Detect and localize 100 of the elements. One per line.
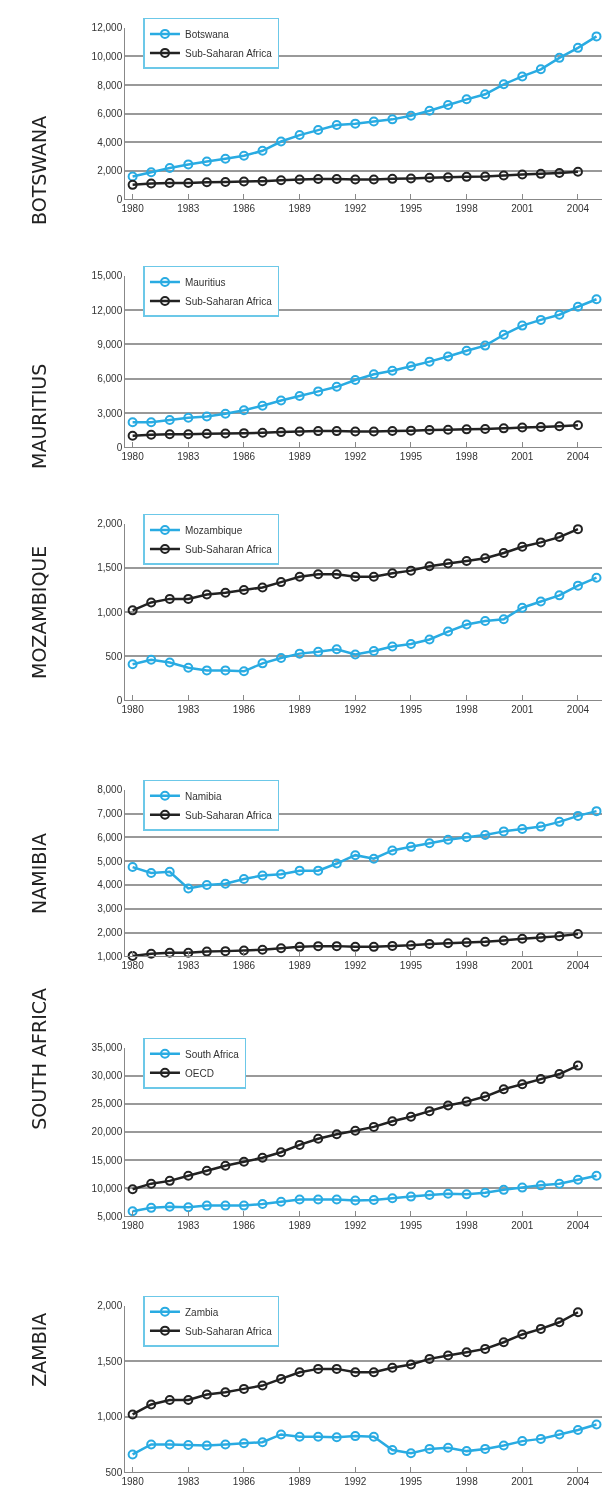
x-tick-label: 2004 <box>566 1476 590 1488</box>
point <box>535 1074 546 1085</box>
point <box>127 950 138 961</box>
point <box>164 1395 175 1405</box>
point <box>220 665 231 676</box>
point <box>146 417 157 428</box>
point <box>331 426 342 437</box>
point <box>146 948 157 959</box>
point <box>238 873 249 884</box>
point <box>572 420 583 431</box>
point <box>387 173 398 184</box>
point <box>591 572 602 583</box>
point <box>164 429 175 440</box>
x-tick-label: 1989 <box>288 203 312 215</box>
legend-label: Sub-Saharan Africa <box>184 47 273 59</box>
point <box>443 1442 454 1453</box>
point <box>257 1380 268 1391</box>
point <box>443 1188 454 1199</box>
x-tick-label: 2001 <box>511 960 534 972</box>
point <box>183 159 194 170</box>
point <box>517 602 528 613</box>
point <box>517 823 528 834</box>
point <box>387 845 398 856</box>
y-tick-label: 15,000 <box>91 270 123 282</box>
y-tick-label: 35,000 <box>91 1042 123 1054</box>
point <box>572 524 583 535</box>
point <box>257 427 268 438</box>
point <box>443 351 454 362</box>
point <box>276 1373 287 1384</box>
point <box>368 1121 379 1132</box>
point <box>387 1193 398 1204</box>
point <box>313 941 324 952</box>
x-tick-label: 1986 <box>232 203 256 215</box>
point <box>313 1133 324 1144</box>
point <box>313 426 324 437</box>
point <box>368 116 379 127</box>
point <box>387 1116 398 1127</box>
point <box>461 937 472 948</box>
point <box>368 645 379 656</box>
point <box>201 946 212 957</box>
y-tick-label: 500 <box>105 650 123 662</box>
point <box>554 532 565 543</box>
point <box>572 301 583 312</box>
point <box>276 577 287 588</box>
x-tick-label: 2004 <box>566 704 590 716</box>
point <box>201 428 212 439</box>
point <box>572 810 583 821</box>
point <box>164 177 175 188</box>
x-tick-label: 1986 <box>232 704 256 716</box>
y-tick-label: 2,000 <box>97 165 123 177</box>
x-tick-label: 1998 <box>455 960 479 972</box>
point <box>276 427 287 438</box>
point <box>387 940 398 951</box>
y-tick-label: 5,000 <box>97 1210 123 1222</box>
point <box>294 1367 305 1378</box>
y-tick-label: 7,000 <box>97 808 123 820</box>
point <box>164 1201 175 1212</box>
x-tick-label: 1989 <box>288 1476 312 1488</box>
point <box>405 638 416 649</box>
point <box>276 1429 287 1440</box>
point <box>405 173 416 184</box>
y-tick-label: 5,000 <box>97 855 123 867</box>
y-tick-label: 0 <box>116 193 123 205</box>
y-axis-title: BOTSWANA <box>27 115 50 225</box>
y-tick-label: 8,000 <box>97 784 123 796</box>
x-tick-label: 2001 <box>511 704 534 716</box>
point <box>591 1419 602 1430</box>
point <box>164 414 175 425</box>
y-axis-title: SOUTH AFRICA <box>27 987 50 1130</box>
point <box>535 1323 546 1334</box>
point <box>294 865 305 876</box>
point <box>127 179 138 190</box>
point <box>368 369 379 380</box>
y-tick-label: 8,000 <box>97 79 123 91</box>
point <box>146 654 157 665</box>
point <box>201 879 212 890</box>
x-tick-label: 1983 <box>177 203 200 215</box>
point <box>405 361 416 372</box>
point <box>461 345 472 356</box>
point <box>443 1100 454 1111</box>
point <box>238 1156 249 1167</box>
point <box>424 561 435 572</box>
point <box>405 841 416 852</box>
point <box>480 829 491 840</box>
point <box>313 125 324 136</box>
x-tick-label: 1995 <box>399 451 423 463</box>
point <box>517 71 528 82</box>
point <box>387 1445 398 1455</box>
x-tick-label: 1992 <box>344 451 367 463</box>
y-tick-label: 25,000 <box>91 1098 123 1110</box>
x-tick-label: 1998 <box>455 203 479 215</box>
x-tick-label: 1983 <box>177 960 200 972</box>
point <box>368 426 379 437</box>
x-tick-label: 1998 <box>455 1476 479 1488</box>
point <box>424 356 435 367</box>
x-tick-label: 2001 <box>511 203 534 215</box>
point <box>201 411 212 422</box>
point <box>480 1187 491 1198</box>
y-tick-label: 2,000 <box>97 518 123 530</box>
point <box>480 1443 491 1454</box>
